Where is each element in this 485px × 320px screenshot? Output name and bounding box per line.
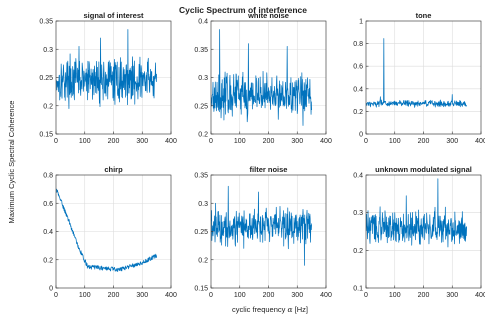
x-tick-label: 100 [389,292,401,299]
subplot-6: 0 100 200 300 400 0.1 0.2 0.3 0.4 unknown modulat… [353,165,485,299]
subplot-title: filter noise [250,165,288,174]
x-axis-label-symbol: α [287,305,292,314]
x-tick-label: 400 [320,138,332,145]
y-tick-label: 1 [359,19,363,26]
y-tick-label: 0.6 [43,201,53,208]
subplot-title: white noise [247,11,289,20]
x-tick-label: 100 [234,138,246,145]
y-tick-label: 0.1 [353,286,363,293]
y-tick-label: 0.35 [194,173,208,180]
series-line [210,29,313,126]
x-tick-label: 300 [136,138,148,145]
x-tick-label: 200 [263,292,275,299]
x-tick-label: 400 [475,138,485,145]
x-tick-label: 200 [108,292,120,299]
subplot-1: 0 100 200 300 400 0.15 0.2 0.25 0.3 0.35 signal of… [39,11,177,145]
x-tick-label: 400 [165,138,177,145]
y-tick-label: 0.35 [194,47,208,54]
y-tick-label: 0.4 [43,229,53,236]
series-line [56,188,158,272]
x-tick-label: 100 [79,292,91,299]
subplot-3: 0 100 200 300 400 0 0.2 0.4 0.6 0.8 1 tone [353,11,485,145]
y-tick-label: 0.3 [43,47,53,54]
y-tick-label: 0.3 [198,75,208,82]
y-axis-label: Maximum Cyclic Spectral Coherence [7,101,16,224]
x-tick-label: 0 [209,138,213,145]
y-tick-label: 0.8 [43,173,53,180]
x-tick-label: 200 [418,138,430,145]
x-tick-label: 400 [320,292,332,299]
subplot-title: chirp [104,165,123,174]
x-tick-label: 300 [446,292,458,299]
subplot-title: tone [416,11,432,20]
y-tick-label: 0.8 [353,41,363,48]
x-tick-label: 0 [209,292,213,299]
y-tick-label: 0.3 [198,201,208,208]
y-tick-label: 0.35 [39,19,53,26]
y-tick-label: 0.2 [353,248,363,255]
x-tick-label: 100 [79,138,91,145]
x-tick-label: 200 [263,138,275,145]
x-tick-label: 0 [54,138,58,145]
subplot-2: 0 100 200 300 400 0.2 0.25 0.3 0.35 0.4 white nois… [194,11,332,145]
y-tick-label: 0.3 [353,210,363,217]
subplot-5: 0 100 200 300 400 0.15 0.2 0.25 0.3 0.35 filter no… [194,165,332,299]
x-tick-label: 400 [165,292,177,299]
y-tick-label: 0.15 [194,286,208,293]
series-line [210,185,313,266]
series-line [365,178,468,248]
y-tick-label: 0.25 [39,75,53,82]
x-tick-label: 300 [136,292,148,299]
x-tick-label: 300 [291,138,303,145]
x-tick-label: 400 [475,292,485,299]
x-tick-label: 200 [108,138,120,145]
x-tick-label: 300 [446,138,458,145]
y-tick-label: 0.15 [39,132,53,139]
y-tick-label: 0.6 [353,64,363,71]
y-tick-label: 0 [359,132,363,139]
x-tick-label: 0 [364,292,368,299]
figure-title: Cyclic Spectrum of interference [179,5,307,15]
y-tick-label: 0.2 [353,109,363,116]
subplot-title: unknown modulated signal [375,165,472,174]
y-tick-label: 0.2 [198,257,208,264]
series-line [55,29,158,109]
subplot-4: 0 100 200 300 400 0 0.2 0.4 0.6 0.8 chirp [43,165,177,299]
y-tick-label: 0 [49,286,53,293]
y-tick-label: 0.2 [43,103,53,110]
x-axis-label: cyclic frequency α [Hz] [232,305,308,314]
x-axis-label-suffix: [Hz] [293,305,308,314]
x-tick-label: 300 [291,292,303,299]
y-tick-label: 0.2 [43,257,53,264]
y-tick-label: 0.25 [194,229,208,236]
x-tick-label: 0 [364,138,368,145]
x-tick-label: 100 [234,292,246,299]
x-axis-label-prefix: cyclic frequency [232,305,287,314]
y-tick-label: 0.4 [198,19,208,26]
y-tick-label: 0.4 [353,86,363,93]
x-tick-label: 100 [389,138,401,145]
y-tick-label: 0.25 [194,103,208,110]
x-tick-label: 200 [418,292,430,299]
y-tick-label: 0.4 [353,173,363,180]
y-tick-label: 0.2 [198,132,208,139]
x-tick-label: 0 [54,292,58,299]
series-line [365,38,467,108]
subplot-title: signal of interest [83,11,144,20]
